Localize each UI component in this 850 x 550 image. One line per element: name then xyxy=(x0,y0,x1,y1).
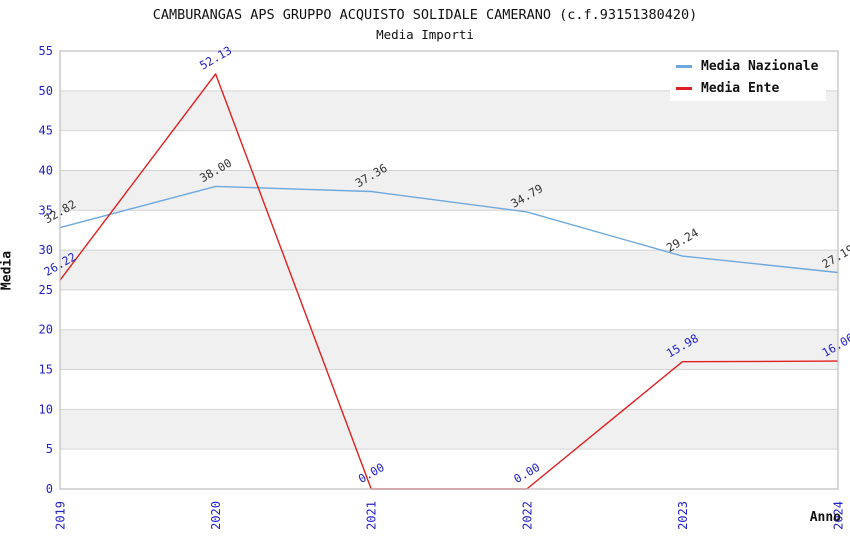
x-tick-label: 2024 xyxy=(832,501,846,530)
x-tick-label: 2022 xyxy=(520,501,534,530)
legend-item-media-ente: Media Ente xyxy=(670,79,826,99)
plot-band xyxy=(60,250,838,290)
plot-band xyxy=(60,329,838,370)
y-tick-label: 0 xyxy=(46,482,53,496)
data-point-label: 52.13 xyxy=(197,43,234,72)
plot-band xyxy=(60,409,838,450)
legend-label: Media Nazionale xyxy=(701,58,819,74)
y-tick-label: 10 xyxy=(39,402,53,416)
x-tick-label: 2023 xyxy=(676,501,690,530)
y-tick-label: 20 xyxy=(39,323,53,337)
y-tick-label: 30 xyxy=(39,243,53,257)
legend: Media Nazionale Media Ente xyxy=(670,54,826,101)
y-tick-label: 25 xyxy=(39,283,53,297)
x-tick-label: 2021 xyxy=(365,501,379,530)
x-tick-label: 2019 xyxy=(54,501,68,530)
x-tick-label: 2020 xyxy=(209,501,223,530)
y-tick-label: 55 xyxy=(39,44,53,58)
y-tick-label: 50 xyxy=(39,84,53,98)
y-tick-label: 15 xyxy=(39,363,53,377)
chart-title: CAMBURANGAS APS GRUPPO ACQUISTO SOLIDALE… xyxy=(152,7,698,23)
y-tick-label: 40 xyxy=(39,163,53,177)
y-tick-label: 5 xyxy=(46,442,53,456)
data-point-label: 0.00 xyxy=(356,460,387,486)
media-ente-line-swatch-icon xyxy=(676,87,692,91)
chart-subtitle: Media Importi xyxy=(376,27,474,42)
data-point-label: 0.00 xyxy=(511,460,542,486)
legend-label: Media Ente xyxy=(701,81,780,97)
series-line-media-nazionale xyxy=(59,185,839,274)
y-tick-label: 35 xyxy=(39,203,53,217)
legend-item-media-nazionale: Media Nazionale xyxy=(670,56,826,76)
plot-band xyxy=(60,170,838,211)
x-axis-title: Anno xyxy=(809,510,841,525)
plot-border xyxy=(59,50,839,490)
y-tick-label: 45 xyxy=(39,124,53,138)
media-nazionale-line-swatch-icon xyxy=(676,64,692,68)
